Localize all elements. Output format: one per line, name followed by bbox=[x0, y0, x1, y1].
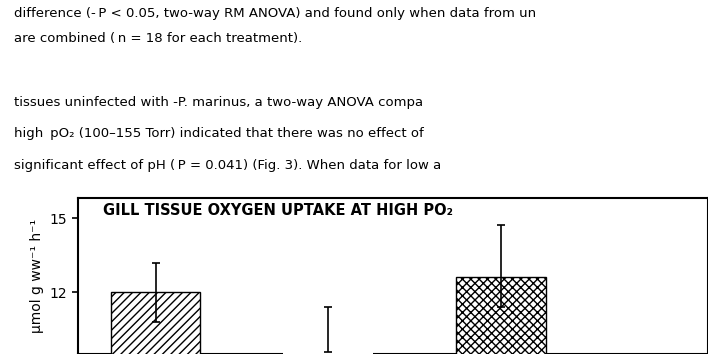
Bar bbox=[110, 292, 200, 354]
Bar bbox=[456, 277, 546, 354]
Text: GILL TISSUE OXYGEN UPTAKE AT HIGH PO₂: GILL TISSUE OXYGEN UPTAKE AT HIGH PO₂ bbox=[103, 203, 453, 218]
Bar bbox=[283, 329, 373, 354]
Text: are combined ( n = 18 for each treatment).: are combined ( n = 18 for each treatment… bbox=[14, 32, 302, 45]
Text: difference (­ P < 0.05, two-way RM ANOVA) and found only when data from un: difference (­ P < 0.05, two-way RM ANOVA… bbox=[14, 7, 536, 20]
Text: high  pO₂ (100–155 Torr) indicated that there was no effect of: high pO₂ (100–155 Torr) indicated that t… bbox=[14, 127, 430, 141]
Text: significant effect of pH ( P = 0.041) (Fig. 3). When data for low a: significant effect of pH ( P = 0.041) (F… bbox=[14, 159, 441, 172]
Text: tissues uninfected with ­P. marinus, a two-way ANOVA compa: tissues uninfected with ­P. marinus, a t… bbox=[14, 96, 423, 109]
Y-axis label: μmol g ww⁻¹ h⁻¹: μmol g ww⁻¹ h⁻¹ bbox=[30, 219, 45, 333]
